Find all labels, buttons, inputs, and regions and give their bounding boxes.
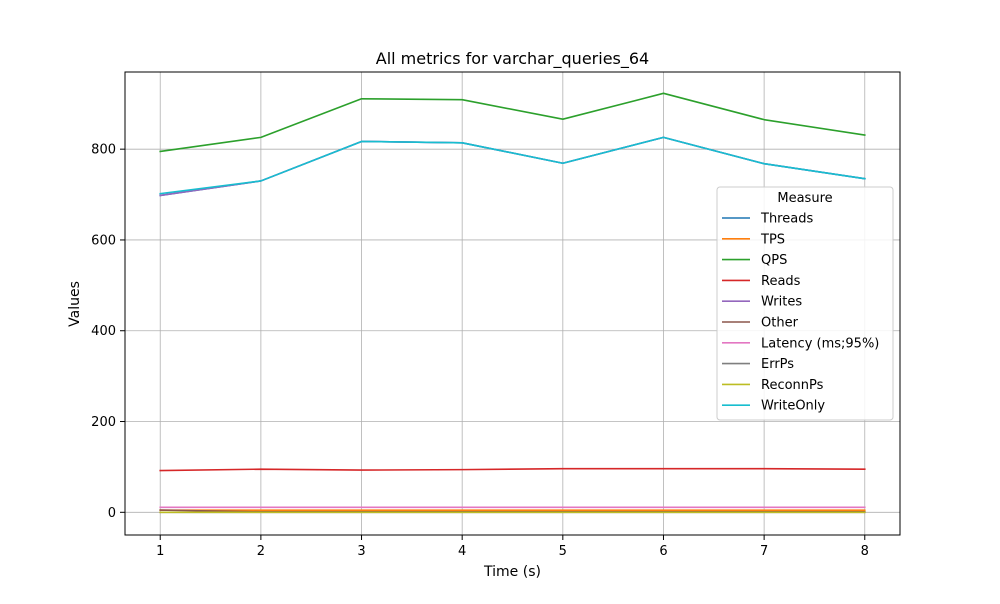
- legend-label-threads: Threads: [760, 212, 813, 227]
- legend-label-errps: ErrPs: [761, 357, 794, 372]
- legend-label-qps: QPS: [761, 253, 787, 268]
- legend-label-reads: Reads: [761, 274, 801, 289]
- plot-area-frame: [124, 71, 901, 536]
- axis-ticks: 1 2 3 4 5 6 7 8 0 200 400 600 800: [91, 143, 869, 559]
- legend-label-reconnps: ReconnPs: [761, 378, 824, 393]
- x-tick-label: 7: [760, 544, 768, 559]
- y-axis-label: Values: [67, 281, 83, 327]
- x-tick-label: 3: [357, 544, 365, 559]
- x-tick-label: 2: [257, 544, 265, 559]
- y-tick-label: 600: [91, 233, 116, 248]
- x-tick-label: 4: [458, 544, 466, 559]
- legend: Measure Threads TPS QPS Reads Writes Other Lat…: [716, 186, 894, 421]
- series-line-writeonly: [159, 136, 866, 195]
- chart-title: All metrics for varchar_queries_64: [376, 49, 649, 69]
- x-tick-label: 8: [861, 544, 869, 559]
- series-line-reads: [159, 467, 866, 472]
- series-lines: [159, 92, 866, 514]
- legend-label-other: Other: [761, 316, 799, 331]
- legend-label-writes: Writes: [761, 295, 802, 310]
- x-tick-label: 5: [559, 544, 567, 559]
- y-tick-label: 800: [91, 143, 116, 158]
- y-tick-label: 0: [108, 506, 116, 521]
- legend-label-writeonly: WriteOnly: [761, 399, 825, 414]
- x-tick-label: 6: [659, 544, 667, 559]
- y-tick-label: 400: [91, 324, 116, 339]
- legend-box: [716, 186, 894, 421]
- legend-title: Measure: [777, 191, 832, 206]
- legend-label-latency-ms-95: Latency (ms;95%): [761, 336, 879, 351]
- series-line-qps: [159, 92, 866, 153]
- legend-label-tps: TPS: [760, 232, 785, 247]
- legend-entries: Threads TPS QPS Reads Writes Other Latency (ms…: [722, 212, 879, 414]
- y-tick-label: 200: [91, 415, 116, 430]
- x-tick-label: 1: [156, 544, 164, 559]
- x-axis-label: Time (s): [483, 564, 541, 580]
